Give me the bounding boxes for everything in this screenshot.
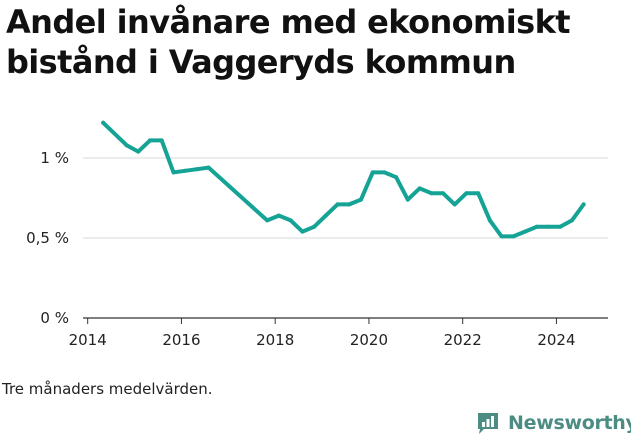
- series-line: [101, 120, 586, 239]
- y-tick-label: 0 %: [40, 309, 69, 327]
- data-point: [464, 191, 469, 196]
- data-point: [511, 234, 516, 239]
- data-point: [487, 218, 492, 223]
- data-point: [148, 138, 152, 143]
- data-point: [429, 191, 434, 196]
- data-point: [276, 213, 281, 218]
- data-point: [124, 143, 129, 148]
- data-point: [370, 170, 375, 175]
- x-tick-label: 2016: [162, 331, 200, 349]
- y-axis-ticks: 0 % 0,5 % 1 %: [26, 149, 69, 327]
- data-point: [394, 175, 399, 180]
- data-point: [417, 186, 422, 191]
- x-tick-label: 2018: [256, 331, 294, 349]
- data-point: [312, 224, 317, 229]
- newsworthy-logo-icon: [478, 413, 498, 434]
- chart-title: Andel invånare med ekonomiskt bistånd i …: [6, 3, 571, 81]
- data-point: [300, 229, 305, 234]
- data-point: [136, 149, 141, 154]
- series-points: [101, 120, 586, 239]
- brand-name: Newsworthy: [508, 412, 631, 434]
- data-point: [441, 191, 445, 196]
- data-point: [359, 197, 363, 202]
- data-point: [581, 202, 586, 207]
- data-point: [323, 213, 328, 218]
- data-point: [101, 120, 106, 125]
- data-point: [382, 170, 387, 175]
- data-point: [499, 234, 504, 239]
- data-point: [558, 224, 563, 229]
- chart-gridlines: [83, 157, 608, 319]
- x-tick-label: 2014: [69, 331, 107, 349]
- data-point: [171, 170, 176, 175]
- data-point: [159, 138, 164, 143]
- data-point: [546, 224, 551, 229]
- data-point: [288, 218, 293, 223]
- data-point: [523, 229, 527, 234]
- y-tick-label: 1 %: [40, 149, 69, 167]
- data-point: [476, 191, 481, 196]
- data-point: [183, 168, 188, 173]
- x-tick-label: 2024: [537, 331, 575, 349]
- data-point: [265, 218, 270, 223]
- data-point: [569, 218, 574, 223]
- data-point: [206, 165, 211, 170]
- chart-caption: Tre månaders medelvärden.: [2, 380, 213, 398]
- x-tick-label: 2022: [444, 331, 482, 349]
- x-tick-label: 2020: [350, 331, 388, 349]
- data-point: [534, 224, 539, 229]
- newsworthy-brand[interactable]: Newsworthy: [476, 408, 631, 438]
- data-point: [452, 202, 457, 207]
- data-point: [335, 202, 340, 207]
- x-axis-ticks: 2014 2016 2018 2020 2022 2024: [69, 318, 576, 349]
- data-point: [347, 202, 352, 207]
- data-point: [194, 167, 199, 172]
- y-tick-label: 0,5 %: [26, 229, 69, 247]
- data-point: [405, 197, 410, 202]
